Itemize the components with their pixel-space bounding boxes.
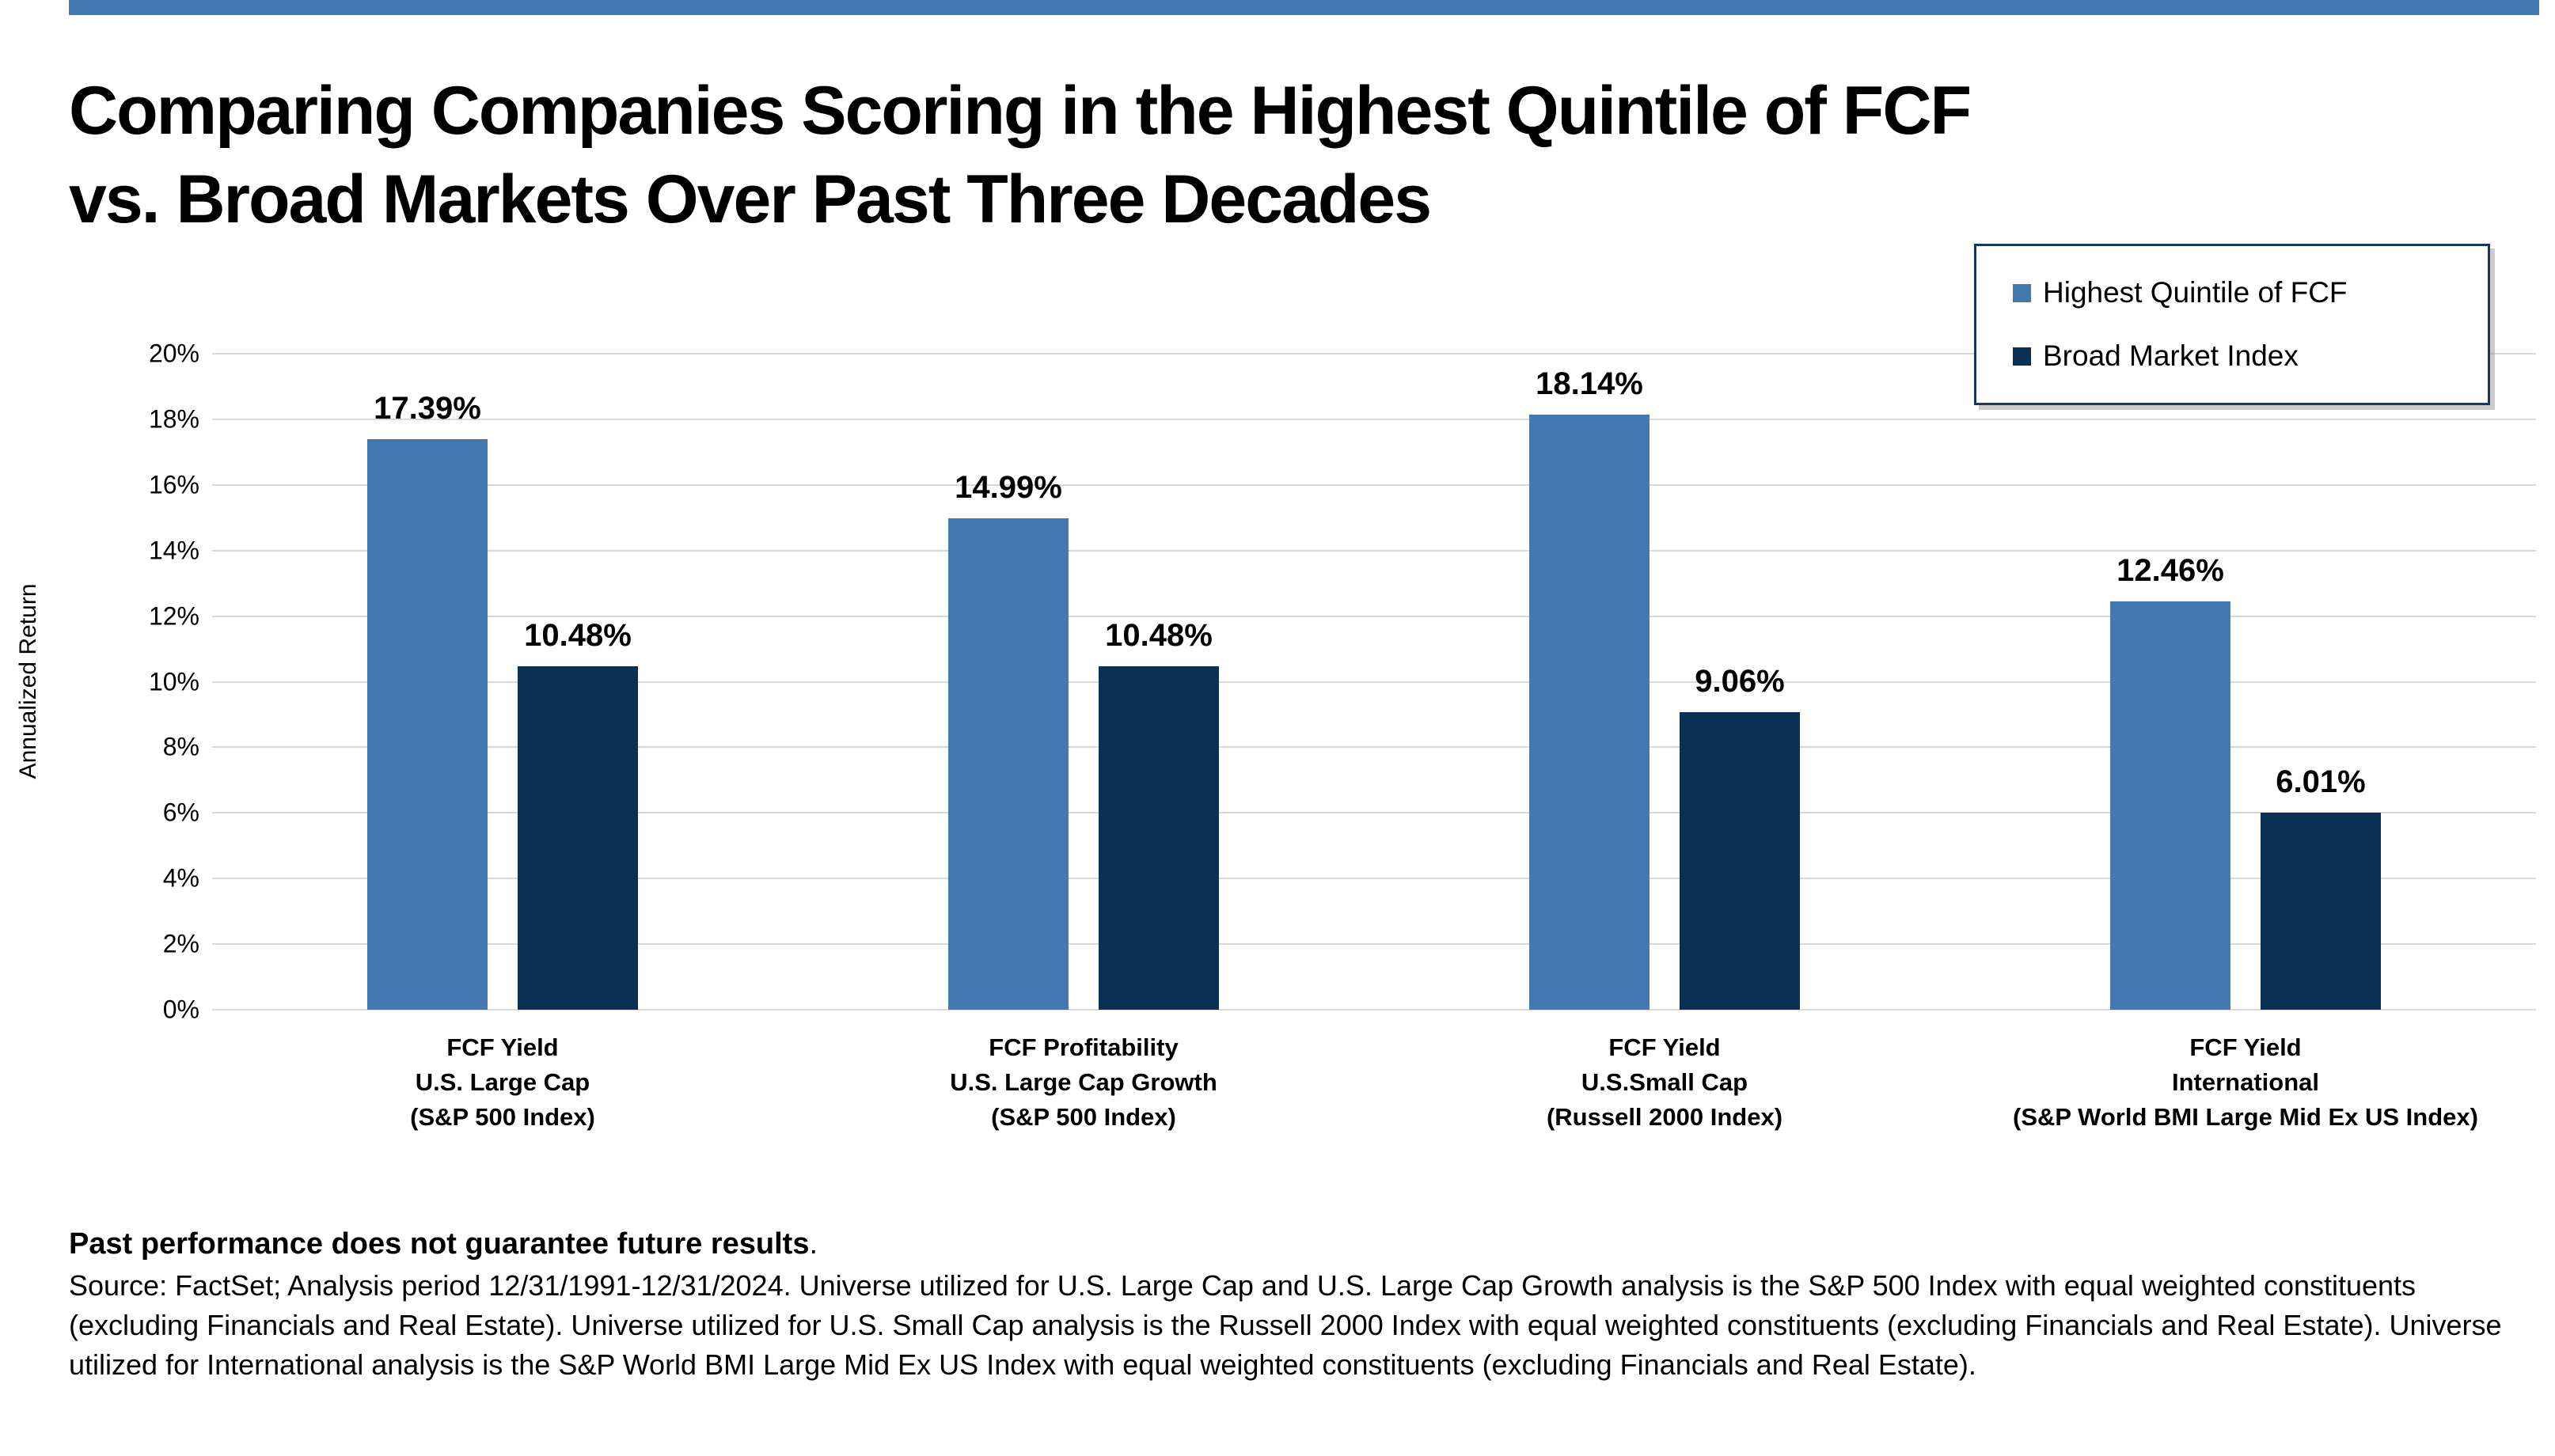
bar-value-label: 17.39% (374, 391, 481, 427)
legend-swatch-broad-market-icon (2013, 347, 2031, 366)
bar-value-label: 9.06% (1695, 664, 1785, 700)
bar-highest-quintile: 12.46% (2110, 553, 2230, 1010)
category-label-line: FCF Yield (2189, 1033, 2302, 1061)
gridline (212, 549, 2536, 552)
category-label: FCF Profitability U.S. Large Cap Growth (S… (793, 1030, 1374, 1135)
legend-swatch-highest-quintile-icon (2013, 283, 2031, 302)
category-label-line: FCF Profitability (989, 1033, 1179, 1061)
category-label-line: U.S.Small Cap (1581, 1068, 1748, 1096)
bar-broad-market: 10.48% (518, 618, 638, 1010)
gridline (212, 681, 2536, 683)
disclaimer-bold-text: Past performance does not guarantee futu… (69, 1227, 810, 1261)
bar-value-label: 10.48% (1105, 617, 1213, 653)
y-tick-label: 16% (148, 470, 199, 499)
bar-group: 12.46% 6.01% (1955, 354, 2536, 1010)
bar-highest-quintile: 14.99% (948, 470, 1069, 1010)
legend-label: Broad Market Index (2043, 339, 2299, 372)
category-label-line: (S&P 500 Index) (410, 1103, 595, 1131)
gridline (212, 943, 2536, 946)
bar-value-label: 14.99% (955, 469, 1062, 505)
legend-item-highest-quintile: Highest Quintile of FCF (2013, 276, 2488, 309)
gridline (212, 812, 2536, 814)
chart-title: Comparing Companies Scoring in the Highe… (69, 66, 2523, 244)
gridline (212, 878, 2536, 880)
y-tick-label: 10% (148, 667, 199, 696)
gridline (212, 1009, 2536, 1010)
category-label-line: (Russell 2000 Index) (1546, 1103, 1783, 1131)
category-label: FCF Yield International (S&P World BMI Lar… (1955, 1030, 2536, 1135)
y-tick-label: 14% (148, 536, 199, 565)
y-tick-label: 20% (148, 339, 199, 368)
category-label: FCF Yield U.S. Large Cap (S&P 500 Index) (212, 1030, 793, 1135)
bar-value-label: 6.01% (2276, 764, 2366, 799)
bar-value-label: 10.48% (524, 617, 632, 653)
gridline (212, 353, 2536, 355)
y-tick-label: 8% (162, 732, 199, 761)
legend: Highest Quintile of FCF Broad Market Ind… (1974, 244, 2490, 405)
y-tick-label: 12% (148, 601, 199, 631)
y-tick-label: 2% (162, 929, 199, 958)
bar-highest-quintile: 17.39% (367, 391, 488, 1010)
y-tick-label: 0% (162, 995, 199, 1024)
disclaimer-line: Past performance does not guarantee futu… (69, 1223, 2511, 1265)
disclaimer-period: . (809, 1227, 818, 1261)
bar-broad-market: 9.06% (1680, 664, 1800, 1010)
bar-highest-quintile: 18.14% (1529, 366, 1650, 1010)
gridline (212, 746, 2536, 749)
source-text: Source: FactSet; Analysis period 12/31/1… (69, 1269, 2502, 1381)
chart-title-line1: Comparing Companies Scoring in the Highe… (69, 73, 1972, 149)
category-label-line: U.S. Large Cap (415, 1068, 590, 1096)
plot-area: 17.39% 10.48% 14.99% 10.48% 18.14% 9.06% 12.46… (212, 353, 2536, 1010)
y-axis-tick-labels: 0% 2% 4% 6% 8% 10% 12% 14% 16% 18% 20% (0, 339, 199, 1024)
bar-group: 18.14% 9.06% (1374, 354, 1955, 1010)
gridline (212, 418, 2536, 420)
category-label-line: (S&P World BMI Large Mid Ex US Index) (2013, 1103, 2478, 1131)
y-tick-label: 18% (148, 404, 199, 434)
bar-groups: 17.39% 10.48% 14.99% 10.48% 18.14% 9.06% 12.46… (212, 354, 2536, 1010)
category-label-line: FCF Yield (1608, 1033, 1721, 1061)
legend-label: Highest Quintile of FCF (2043, 276, 2348, 309)
y-tick-label: 4% (162, 863, 199, 893)
bar-broad-market: 6.01% (2261, 764, 2381, 1010)
bar-group: 14.99% 10.48% (793, 354, 1374, 1010)
category-label-line: U.S. Large Cap Growth (950, 1068, 1217, 1096)
top-accent-bar (69, 0, 2539, 15)
x-axis-category-labels: FCF Yield U.S. Large Cap (S&P 500 Index) FC… (212, 1030, 2536, 1135)
category-label-line: (S&P 500 Index) (991, 1103, 1176, 1131)
category-label-line: International (2171, 1068, 2319, 1096)
footer: Past performance does not guarantee futu… (69, 1223, 2511, 1385)
bar-value-label: 12.46% (2117, 552, 2224, 588)
category-label-line: FCF Yield (446, 1033, 559, 1061)
gridline (212, 615, 2536, 617)
gridline (212, 483, 2536, 486)
chart-title-line2: vs. Broad Markets Over Past Three Decade… (69, 161, 1432, 237)
category-label: FCF Yield U.S.Small Cap (Russell 2000 Inde… (1374, 1030, 1955, 1135)
bar-broad-market: 10.48% (1099, 618, 1219, 1010)
y-tick-label: 6% (162, 798, 199, 827)
bar-group: 17.39% 10.48% (212, 354, 793, 1010)
bar-value-label: 18.14% (1536, 366, 1643, 402)
legend-item-broad-market: Broad Market Index (2013, 339, 2488, 373)
